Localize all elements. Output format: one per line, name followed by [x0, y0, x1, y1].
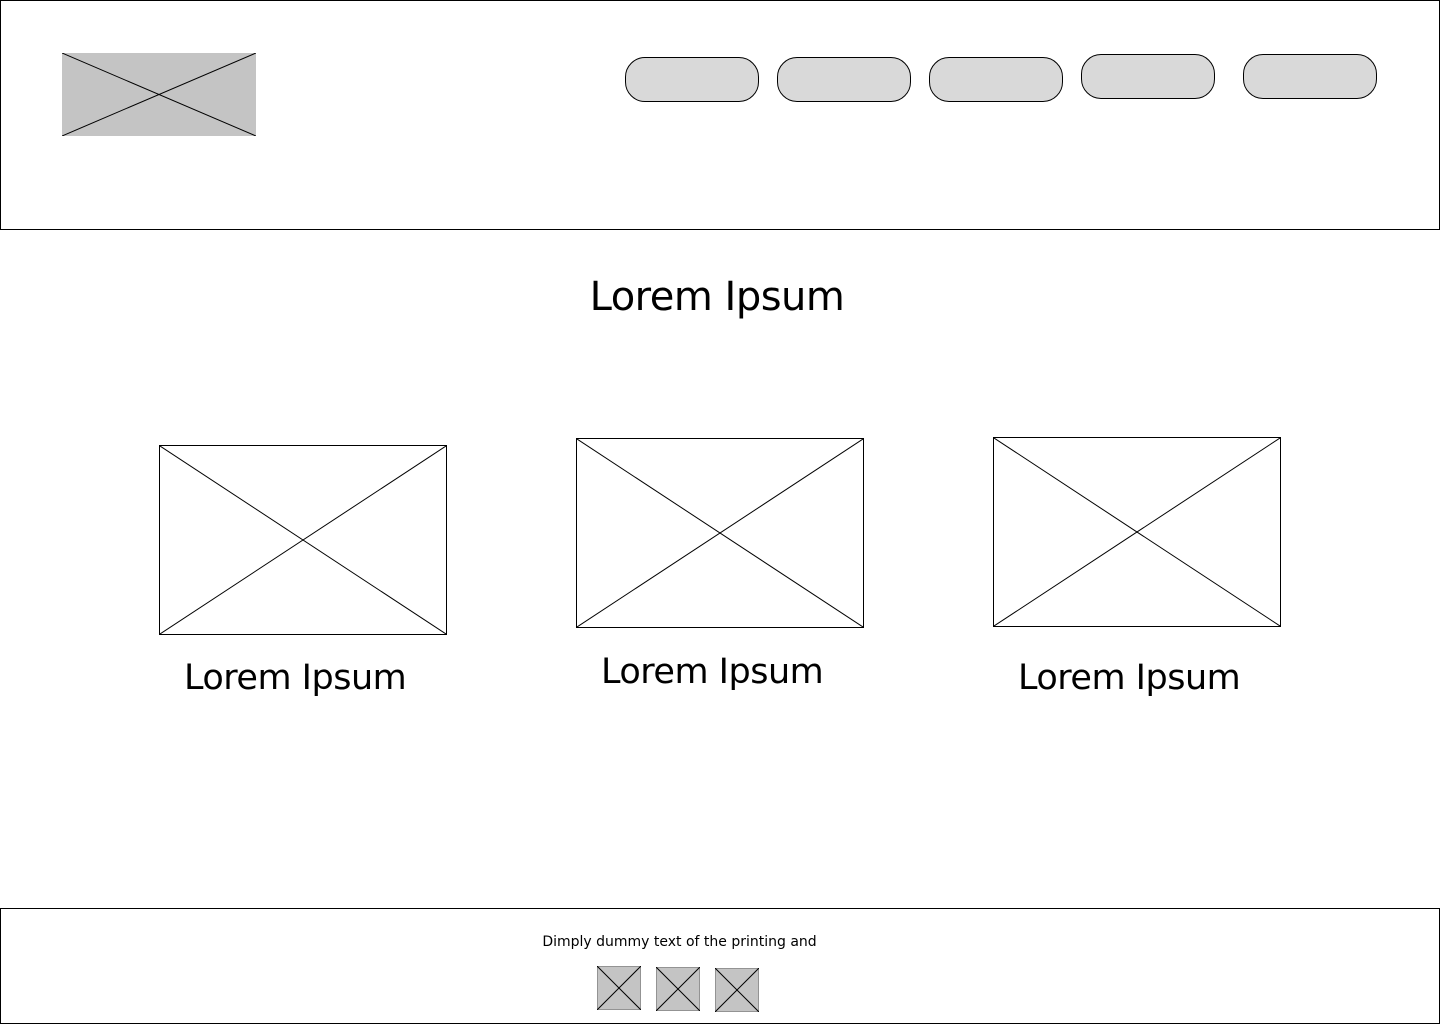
card-1-image-placeholder-icon[interactable]: [159, 445, 447, 635]
social-1-cross-icon: [597, 966, 641, 1010]
card-3-image-placeholder-icon[interactable]: [993, 437, 1281, 627]
card-3-cross-icon: [994, 438, 1280, 626]
site-header: [0, 0, 1440, 230]
card-1-cross-icon: [160, 446, 446, 634]
card-2-label: Lorem Ipsum: [601, 652, 824, 692]
social-icon-1-image-placeholder-icon[interactable]: [597, 966, 641, 1010]
footer-text: Dimply dummy text of the printing and: [542, 934, 817, 950]
logo-cross-icon: [62, 53, 256, 136]
page-title: Lorem Ipsum: [589, 274, 845, 320]
social-3-cross-icon: [715, 968, 759, 1012]
site-footer: Dimply dummy text of the printing and: [0, 908, 1440, 1024]
card-2-cross-icon: [577, 439, 863, 627]
nav-button-2[interactable]: [777, 57, 911, 102]
card-2-image-placeholder-icon[interactable]: [576, 438, 864, 628]
social-icon-3-image-placeholder-icon[interactable]: [715, 968, 759, 1012]
logo-image-placeholder-icon[interactable]: [62, 53, 256, 136]
social-2-cross-icon: [656, 967, 700, 1011]
card-3-label: Lorem Ipsum: [1018, 658, 1241, 698]
card-1-label: Lorem Ipsum: [184, 658, 407, 698]
nav-button-3[interactable]: [929, 57, 1063, 102]
nav-button-5[interactable]: [1243, 54, 1377, 99]
nav-button-4[interactable]: [1081, 54, 1215, 99]
nav-button-1[interactable]: [625, 57, 759, 102]
social-icon-2-image-placeholder-icon[interactable]: [656, 967, 700, 1011]
